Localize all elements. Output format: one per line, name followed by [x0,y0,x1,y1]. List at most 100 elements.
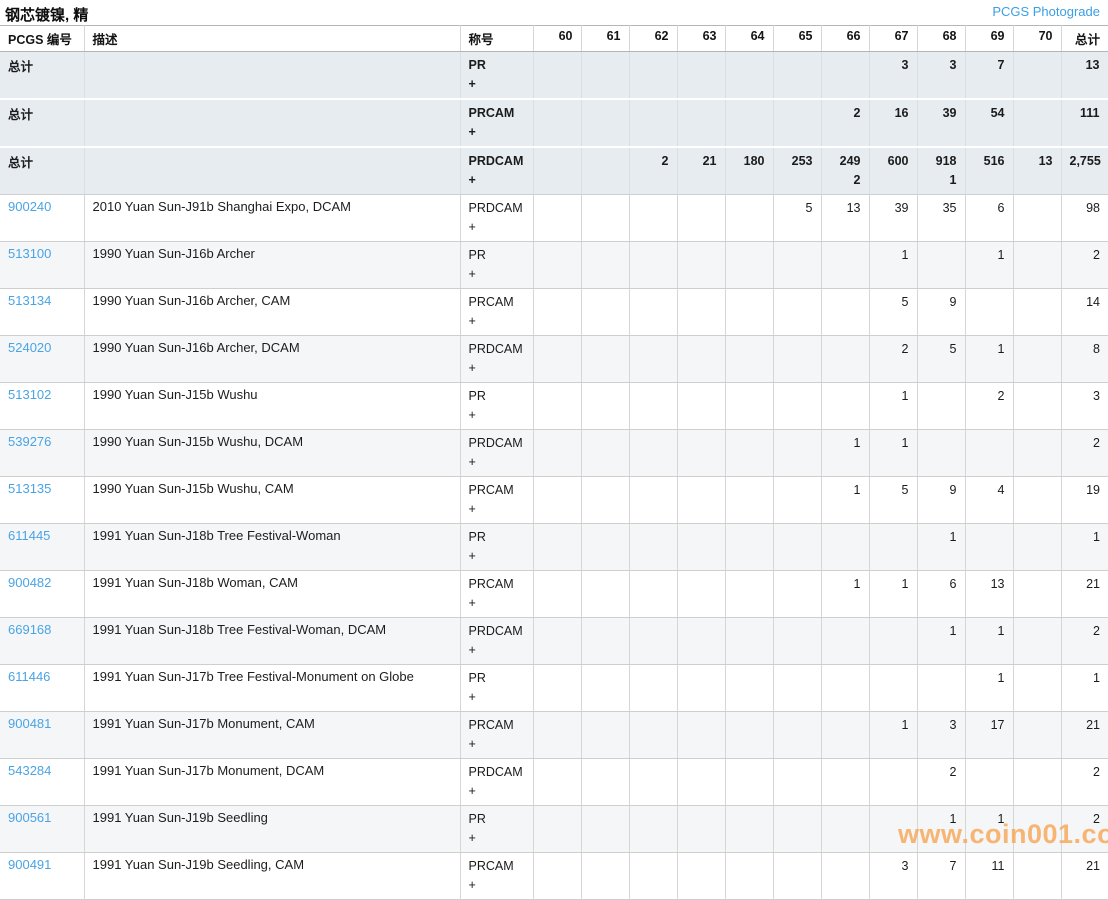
grade-cell-70 [1013,194,1062,242]
pcgs-number-link[interactable]: 513134 [8,293,52,308]
pcgs-number-link[interactable]: 900491 [8,857,52,872]
pcgs-number-link[interactable]: 900482 [8,575,52,590]
grade-cell-64 [725,664,774,712]
grade-cell-66 [821,711,870,759]
grade-cell-70 [1013,664,1062,712]
pcgs-number-link[interactable]: 900561 [8,810,52,825]
grade-cell-69 [965,288,1014,336]
description-cell: 1991 Yuan Sun-J18b Tree Festival-Woman [84,523,461,571]
designation-cell: PRCAM + [460,476,534,524]
pcgs-id-cell: 总计 [0,51,85,100]
pcgs-number-link[interactable]: 611446 [8,669,51,684]
total-cell: 8 [1061,335,1108,383]
grade-cell-60 [533,570,582,618]
pcgs-number-link[interactable]: 539276 [8,434,52,449]
total-cell: 2 [1061,805,1108,853]
grade-cell-67: 600 [869,147,918,195]
grade-cell-61 [581,241,630,289]
grade-cell-69: 17 [965,711,1014,759]
grade-cell-61 [581,335,630,383]
pcgs-id-cell: 总计 [0,99,85,148]
pcgs-number-link[interactable]: 669168 [8,622,52,637]
table-row: 611445 1991 Yuan Sun-J18b Tree Festival-W… [0,523,1108,571]
grade-cell-70: 13 [1013,147,1062,195]
table-row: 900240 2010 Yuan Sun-J91b Shanghai Expo, … [0,194,1108,242]
grade-cell-70 [1013,852,1062,900]
pcgs-photograde-link[interactable]: PCGS Photograde [992,4,1100,19]
designation-cell: PR + [460,51,534,100]
description-cell: 1990 Yuan Sun-J15b Wushu, DCAM [84,429,461,477]
description-cell: 1991 Yuan Sun-J17b Monument, CAM [84,711,461,759]
grade-cell-64 [725,758,774,806]
grade-cell-63 [677,523,726,571]
pcgs-number-link[interactable]: 900240 [8,199,52,214]
grade-cell-60 [533,429,582,477]
pcgs-id-cell: 513102 [0,382,85,430]
designation-cell: PRCAM + [460,99,534,148]
col-header-63: 63 [677,25,726,52]
pcgs-number-link[interactable]: 513100 [8,246,52,261]
total-row: 总计 PR + 3 3 7 13 [0,51,1108,100]
grade-cell-61 [581,711,630,759]
grade-cell-69: 516 [965,147,1014,195]
col-header-69: 69 [965,25,1014,52]
grade-cell-64 [725,711,774,759]
total-cell: 3 [1061,382,1108,430]
designation-cell: PR + [460,664,534,712]
pcgs-number-link[interactable]: 513102 [8,387,52,402]
grade-cell-68: 9 [917,476,966,524]
grade-cell-69: 4 [965,476,1014,524]
designation-cell: PR + [460,523,534,571]
grade-cell-60 [533,617,582,665]
grade-cell-68: 39 [917,99,966,148]
grade-cell-66 [821,523,870,571]
grade-cell-66 [821,664,870,712]
grade-cell-60 [533,99,582,148]
pcgs-id-cell: 524020 [0,335,85,383]
grade-cell-64 [725,51,774,100]
grade-cell-61 [581,429,630,477]
pcgs-number-link[interactable]: 900481 [8,716,52,731]
grade-cell-65 [773,523,822,571]
grade-cell-65 [773,476,822,524]
grade-cell-67: 3 [869,852,918,900]
coin-description: 1990 Yuan Sun-J15b Wushu [92,387,258,402]
pcgs-id-cell: 513100 [0,241,85,289]
total-row: 总计 PRCAM + 2 16 39 54 111 [0,99,1108,148]
grade-cell-65: 253 [773,147,822,195]
pcgs-number-link[interactable]: 524020 [8,340,52,355]
grade-cell-62 [629,523,678,571]
pcgs-number-link[interactable]: 543284 [8,763,52,778]
total-cell: 13 [1061,51,1108,100]
grade-cell-64 [725,523,774,571]
grade-cell-60 [533,852,582,900]
grade-cell-60 [533,758,582,806]
grade-cell-68 [917,382,966,430]
grade-cell-62: 2 [629,147,678,195]
table-row: 611446 1991 Yuan Sun-J17b Tree Festival-M… [0,664,1108,712]
pcgs-id-cell: 总计 [0,147,85,195]
grade-cell-62 [629,852,678,900]
coin-description: 1990 Yuan Sun-J16b Archer [92,246,255,261]
description-cell: 2010 Yuan Sun-J91b Shanghai Expo, DCAM [84,194,461,242]
grade-cell-63 [677,99,726,148]
col-header-pcgs_id: PCGS 编号 [0,25,85,52]
designation-cell: PRCAM + [460,570,534,618]
grade-cell-66 [821,758,870,806]
grade-cell-61 [581,147,630,195]
total-cell: 111 [1061,99,1108,148]
pcgs-number-link[interactable]: 611445 [8,528,51,543]
designation-cell: PR + [460,241,534,289]
table-row: 513102 1990 Yuan Sun-J15b Wushu PR + 1 2 3 [0,382,1108,430]
grade-cell-62 [629,194,678,242]
grade-cell-67: 1 [869,241,918,289]
grade-cell-69 [965,429,1014,477]
pcgs-number-link[interactable]: 513135 [8,481,52,496]
grade-cell-66: 1 [821,429,870,477]
pcgs-id-cell: 900561 [0,805,85,853]
grade-cell-63 [677,194,726,242]
grade-cell-61 [581,758,630,806]
grade-cell-62 [629,51,678,100]
total-label: 总计 [8,108,34,122]
description-cell: 1990 Yuan Sun-J15b Wushu, CAM [84,476,461,524]
